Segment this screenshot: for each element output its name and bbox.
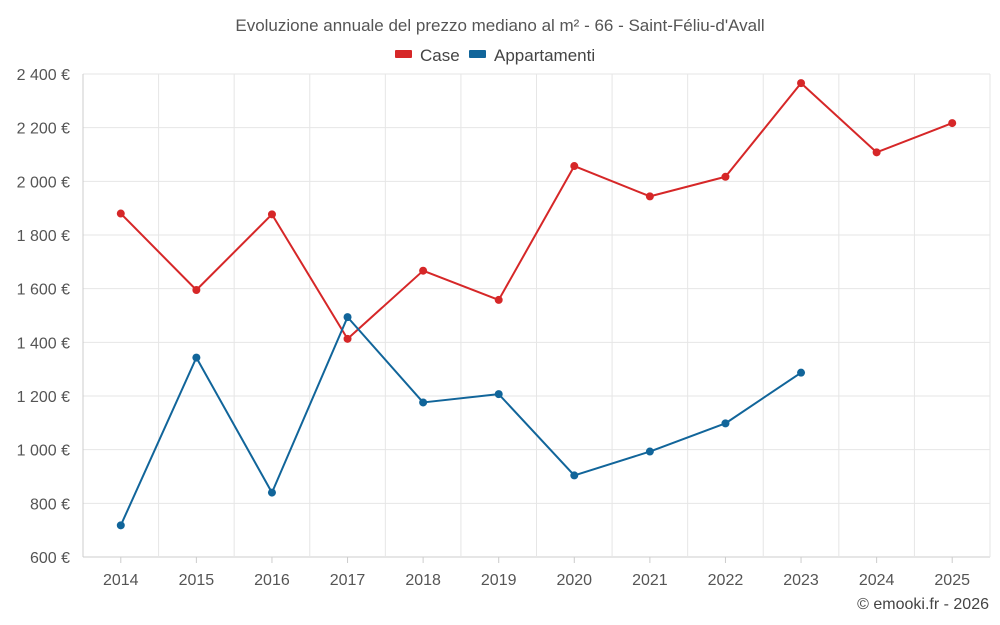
y-tick-label: 2 200 € [17, 121, 70, 138]
x-tick-label: 2023 [783, 572, 819, 589]
x-axis-ticks: 2014 2015 2016 2017 2018 2019 2020 2021 2022 2023… [103, 557, 970, 589]
data-point-appartamenti[interactable] [797, 368, 806, 377]
y-tick-label: 1 000 € [17, 443, 70, 460]
gridlines [82, 73, 991, 558]
data-point-appartamenti[interactable] [570, 471, 579, 480]
x-tick-label: 2019 [481, 572, 517, 589]
data-point-case[interactable] [419, 266, 428, 275]
chart-title: Evoluzione annuale del prezzo mediano al… [235, 16, 764, 35]
data-point-appartamenti[interactable] [116, 521, 125, 530]
y-tick-label: 2 400 € [17, 67, 70, 84]
legend-label-case[interactable]: Case [420, 46, 460, 65]
data-point-case[interactable] [872, 148, 881, 157]
credit-text: © emooki.fr - 2026 [857, 596, 989, 613]
data-point-case[interactable] [645, 192, 654, 201]
data-point-case[interactable] [267, 210, 276, 219]
data-point-case[interactable] [948, 119, 957, 128]
legend-label-appartamenti[interactable]: Appartamenti [494, 46, 595, 65]
x-tick-label: 2021 [632, 572, 668, 589]
x-tick-label: 2022 [708, 572, 744, 589]
x-tick-label: 2018 [405, 572, 441, 589]
data-point-case[interactable] [192, 286, 201, 295]
data-point-appartamenti[interactable] [419, 398, 428, 407]
y-tick-label: 1 600 € [17, 282, 70, 299]
x-tick-label: 2016 [254, 572, 290, 589]
legend: Case Appartamenti [395, 46, 595, 65]
data-point-appartamenti[interactable] [343, 313, 352, 322]
legend-swatch-case [395, 50, 412, 58]
y-tick-label: 1 400 € [17, 335, 70, 352]
data-point-case[interactable] [494, 295, 503, 304]
series-layer [116, 79, 957, 530]
series-line-case [120, 82, 953, 340]
x-tick-label: 2024 [859, 572, 895, 589]
x-tick-label: 2014 [103, 572, 139, 589]
data-point-case[interactable] [570, 162, 579, 171]
y-axis-ticks: 600 € 800 € 1 000 € 1 200 € 1 400 € 1 600 € 1 … [17, 67, 70, 567]
data-point-case[interactable] [116, 209, 125, 218]
y-tick-label: 2 000 € [17, 174, 70, 191]
series-line-appartamenti [119, 316, 802, 526]
y-tick-label: 600 € [30, 550, 70, 567]
x-tick-label: 2020 [556, 572, 592, 589]
data-point-appartamenti[interactable] [192, 353, 201, 362]
data-point-appartamenti[interactable] [494, 390, 503, 399]
x-tick-label: 2017 [330, 572, 366, 589]
data-point-case[interactable] [721, 172, 730, 181]
data-point-appartamenti[interactable] [645, 447, 654, 456]
y-tick-label: 1 800 € [17, 228, 70, 245]
x-tick-label: 2025 [934, 572, 970, 589]
legend-swatch-appartamenti [469, 50, 486, 58]
data-point-case[interactable] [797, 79, 806, 88]
data-point-case[interactable] [343, 334, 352, 343]
x-tick-label: 2015 [179, 572, 215, 589]
y-tick-label: 800 € [30, 496, 70, 513]
data-point-appartamenti[interactable] [267, 488, 276, 497]
data-point-appartamenti[interactable] [721, 419, 730, 428]
y-tick-label: 1 200 € [17, 389, 70, 406]
